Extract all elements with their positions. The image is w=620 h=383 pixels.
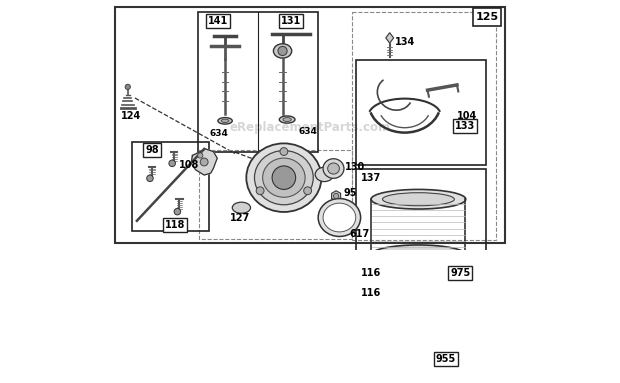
Ellipse shape bbox=[263, 158, 305, 197]
Text: 125: 125 bbox=[476, 12, 498, 22]
Ellipse shape bbox=[371, 190, 466, 209]
Text: 108: 108 bbox=[179, 160, 200, 170]
Circle shape bbox=[174, 208, 180, 215]
Text: 134: 134 bbox=[395, 38, 415, 47]
Ellipse shape bbox=[221, 119, 229, 123]
Bar bbox=[131, 142, 209, 231]
Circle shape bbox=[125, 84, 130, 90]
Text: 634: 634 bbox=[210, 129, 228, 138]
Text: 118: 118 bbox=[164, 220, 185, 230]
Ellipse shape bbox=[371, 245, 466, 265]
Ellipse shape bbox=[380, 296, 404, 307]
Ellipse shape bbox=[318, 198, 361, 236]
Polygon shape bbox=[386, 334, 397, 345]
Ellipse shape bbox=[383, 193, 454, 206]
Ellipse shape bbox=[283, 118, 291, 121]
Text: 137: 137 bbox=[361, 173, 381, 183]
Bar bbox=[356, 60, 486, 165]
Circle shape bbox=[278, 46, 287, 56]
Text: 116: 116 bbox=[361, 268, 381, 278]
Ellipse shape bbox=[279, 116, 295, 123]
Text: eReplacementParts.com: eReplacementParts.com bbox=[229, 121, 391, 134]
Text: 634: 634 bbox=[299, 128, 318, 136]
Circle shape bbox=[256, 187, 264, 195]
Ellipse shape bbox=[273, 44, 292, 58]
Text: 124: 124 bbox=[120, 111, 141, 121]
Ellipse shape bbox=[246, 143, 321, 212]
Ellipse shape bbox=[327, 163, 339, 174]
Circle shape bbox=[147, 175, 153, 182]
Text: 975: 975 bbox=[450, 268, 471, 278]
Text: 98: 98 bbox=[145, 145, 159, 155]
Text: 116: 116 bbox=[361, 288, 381, 298]
Ellipse shape bbox=[315, 167, 334, 182]
Circle shape bbox=[200, 158, 208, 166]
Text: 955: 955 bbox=[436, 354, 456, 363]
Circle shape bbox=[304, 187, 312, 195]
Bar bbox=[356, 169, 486, 280]
Text: 131: 131 bbox=[281, 16, 301, 26]
Ellipse shape bbox=[323, 159, 344, 178]
Bar bbox=[472, 8, 502, 26]
Text: 141: 141 bbox=[208, 16, 228, 26]
Ellipse shape bbox=[385, 299, 398, 305]
Bar bbox=[198, 12, 319, 152]
Bar bbox=[356, 283, 470, 365]
Text: 95: 95 bbox=[344, 188, 358, 198]
Text: 130: 130 bbox=[345, 162, 366, 172]
Circle shape bbox=[272, 166, 296, 190]
Polygon shape bbox=[191, 149, 217, 175]
Text: 133: 133 bbox=[454, 121, 475, 131]
Circle shape bbox=[198, 153, 203, 158]
Bar bbox=[199, 150, 352, 239]
Ellipse shape bbox=[218, 118, 232, 124]
Circle shape bbox=[280, 147, 288, 155]
Ellipse shape bbox=[254, 151, 313, 205]
Bar bbox=[352, 12, 496, 241]
Circle shape bbox=[334, 193, 339, 198]
Ellipse shape bbox=[323, 203, 356, 232]
Ellipse shape bbox=[232, 202, 250, 213]
Polygon shape bbox=[332, 191, 340, 201]
Text: 617: 617 bbox=[349, 229, 370, 239]
Text: 127: 127 bbox=[230, 213, 250, 223]
Text: 104: 104 bbox=[457, 111, 477, 121]
Circle shape bbox=[169, 160, 175, 167]
Polygon shape bbox=[383, 329, 401, 350]
Polygon shape bbox=[386, 33, 394, 43]
